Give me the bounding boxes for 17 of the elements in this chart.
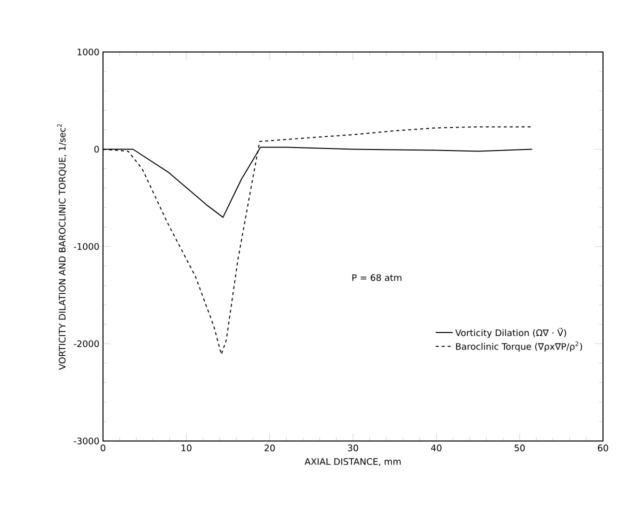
y-tick-label: 1000 [78,48,99,56]
x-tick-label: 30 [348,444,358,452]
x-tick-label: 60 [598,444,608,452]
legend-label: Baroclinic Torque (∇ρx∇P/ρ$^{2}$) [456,341,582,352]
x-tick-label: 0 [100,444,106,452]
y-tick-label: -3000 [74,438,99,444]
y-tick-label: -2000 [74,340,99,348]
legend-label: Vorticity Dilation (Ω∇ · V⃗) [455,328,566,338]
annotation: P = 68 atm [352,274,402,282]
x-tick-label: 20 [264,444,275,452]
x-tick-label: 50 [514,444,525,452]
y-tick-label: 0 [94,146,99,153]
y-tick-label: -1000 [74,243,99,250]
x-tick-label: 10 [182,444,192,452]
x-tick-label: 40 [431,444,442,452]
y-axis-title: VORTICITY DILATION AND BAROCLINIC TORQUE, 1/sec$^{2}$ [57,124,67,370]
x-axis-title: AXIAL DISTANCE, mm [304,458,401,466]
